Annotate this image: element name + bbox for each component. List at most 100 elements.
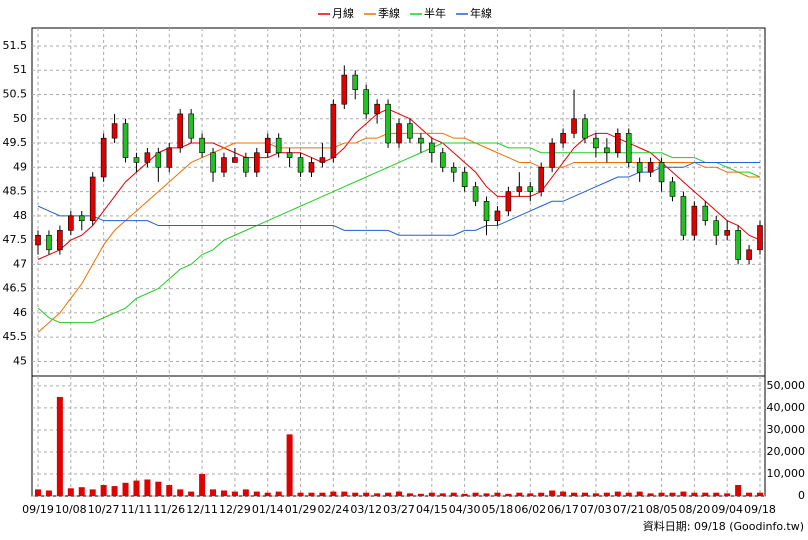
volume-bar — [702, 492, 709, 496]
candle-body — [35, 234, 41, 246]
y-tick-label: 50 — [13, 112, 27, 125]
candle-body — [188, 113, 194, 139]
candle-body — [418, 137, 424, 144]
y-tick-label: 46.5 — [3, 282, 28, 295]
candle-body — [571, 118, 577, 134]
legend: 月線 季線 半年 年線 — [318, 6, 492, 20]
volume-bar — [461, 493, 468, 496]
y-tick-label: 45.5 — [3, 330, 28, 343]
moving-average-line — [37, 142, 761, 324]
candle-body — [549, 142, 555, 168]
volume-bar — [78, 487, 85, 496]
candle-body — [636, 162, 643, 173]
candle-body — [319, 157, 326, 163]
volume-bar — [428, 492, 435, 496]
candle-body — [647, 162, 654, 173]
legend-label: 月線 — [332, 6, 354, 20]
volume-bar — [614, 491, 621, 496]
volume-bar — [275, 491, 282, 496]
candle-body — [46, 234, 52, 251]
y2-tick-label: 30,000 — [767, 423, 806, 436]
candle-body — [439, 152, 446, 168]
candle-body — [669, 181, 676, 197]
x-tick-label: 04/30 — [449, 503, 481, 516]
y-tick-label: 51 — [13, 63, 27, 76]
y2-tick-label: 10,000 — [767, 467, 806, 480]
y2-tick-label: 40,000 — [767, 401, 806, 414]
y-tick-label: 49.5 — [3, 136, 28, 149]
candle-body — [461, 171, 468, 188]
volume-bar — [100, 484, 107, 496]
volume-bar — [505, 493, 512, 496]
candle-body — [625, 133, 632, 163]
x-tick-label: 02/24 — [318, 503, 350, 516]
x-tick-label: 09/18 — [744, 503, 776, 516]
x-tick-label: 07/21 — [613, 503, 645, 516]
candle-body — [735, 230, 741, 260]
y-tick-label: 45 — [13, 354, 27, 367]
y-tick-label: 51.5 — [3, 39, 28, 52]
candle-body — [330, 103, 337, 158]
volume-bar — [188, 491, 195, 496]
legend-label: 年線 — [470, 6, 492, 20]
volume-bar — [231, 491, 238, 496]
candle-body — [297, 157, 304, 173]
legend-label: 半年 — [424, 6, 446, 20]
candle-body — [483, 200, 490, 221]
candle-body — [155, 152, 162, 168]
legend-label: 季線 — [378, 6, 400, 20]
candle-body — [494, 210, 501, 221]
candle-body — [746, 249, 752, 260]
volume-bar — [691, 492, 698, 496]
volume-bar — [571, 492, 578, 496]
x-tick-label: 09/19 — [22, 503, 54, 516]
candle-body — [407, 123, 413, 139]
candle-body — [166, 147, 173, 168]
x-tick-label: 08/05 — [646, 503, 678, 516]
volume-bar — [735, 484, 742, 496]
candle-body — [385, 103, 391, 144]
volume-bar — [439, 493, 446, 496]
volume-bar — [625, 492, 632, 496]
volume-bar — [308, 492, 315, 496]
candle-body — [210, 152, 216, 173]
candle-body — [702, 205, 709, 221]
x-tick-label: 12/11 — [186, 503, 218, 516]
volume-bar — [538, 492, 545, 496]
volume-bar — [319, 492, 326, 496]
candle-body — [363, 89, 369, 115]
x-tick-label: 04/15 — [416, 503, 448, 516]
candle-body — [264, 137, 271, 154]
volume-bar — [253, 491, 260, 496]
y-tick-label: 47 — [13, 257, 27, 270]
candle-body — [505, 191, 512, 212]
y2-tick-label: 50,000 — [767, 379, 806, 392]
x-tick-label: 03/12 — [350, 503, 382, 516]
candle-body — [243, 157, 249, 173]
volume-bar — [592, 493, 599, 496]
volume-bar — [527, 493, 534, 496]
volume-bar — [330, 491, 337, 496]
volume-bar — [374, 493, 381, 496]
candle-body — [429, 142, 435, 154]
volume-bar — [56, 396, 63, 496]
x-tick-label: 01/29 — [285, 503, 317, 516]
candle-body — [199, 137, 205, 154]
volume-bar — [67, 488, 74, 496]
candle-body — [57, 230, 63, 251]
volume-bar — [516, 492, 523, 496]
volume-bar — [669, 492, 676, 496]
volume-bar — [560, 491, 567, 496]
candle-body — [396, 123, 402, 144]
candle-body — [308, 162, 315, 173]
candle-body — [604, 147, 610, 154]
candle-body — [232, 157, 238, 163]
x-tick-label: 08/20 — [679, 503, 711, 516]
volume-bar — [89, 489, 96, 496]
y-tick-label: 50.5 — [3, 87, 28, 100]
volume-bar — [122, 482, 129, 496]
volume-bar — [746, 492, 753, 496]
footer: 資料日期: 09/18 (Goodinfo.tw) — [643, 519, 804, 533]
candle-body — [221, 157, 227, 173]
